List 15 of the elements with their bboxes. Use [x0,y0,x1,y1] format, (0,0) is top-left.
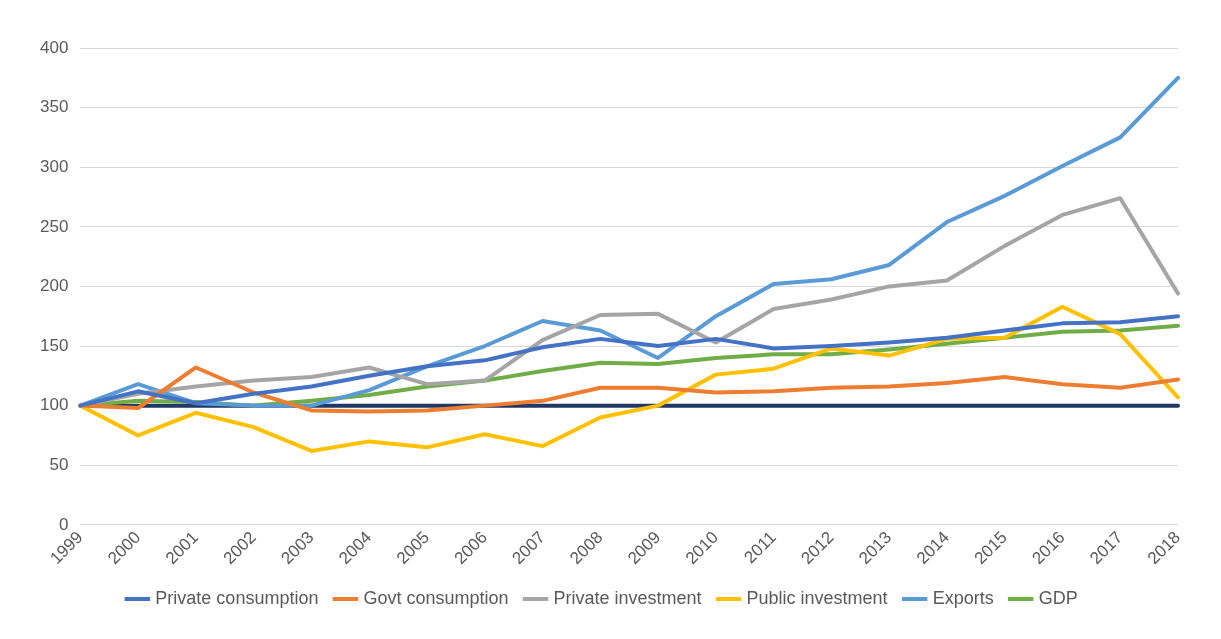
y-tick-label: 50 [49,454,69,474]
y-tick-label: 250 [39,216,69,236]
y-tick-label: 0 [58,514,69,534]
y-tick-label: 400 [39,37,69,57]
y-tick-label: 200 [39,276,69,296]
legend-label: Private consumption [155,587,319,608]
legend-label: Exports [932,587,994,608]
legend-label: Govt consumption [363,587,509,608]
legend-label: Private investment [553,587,702,608]
y-tick-label: 300 [39,156,69,176]
y-tick-label: 350 [39,97,69,117]
legend-label: Public investment [746,587,888,608]
y-tick-label: 150 [39,335,69,355]
legend-label: GDP [1038,587,1078,608]
y-tick-label: 100 [39,395,69,415]
